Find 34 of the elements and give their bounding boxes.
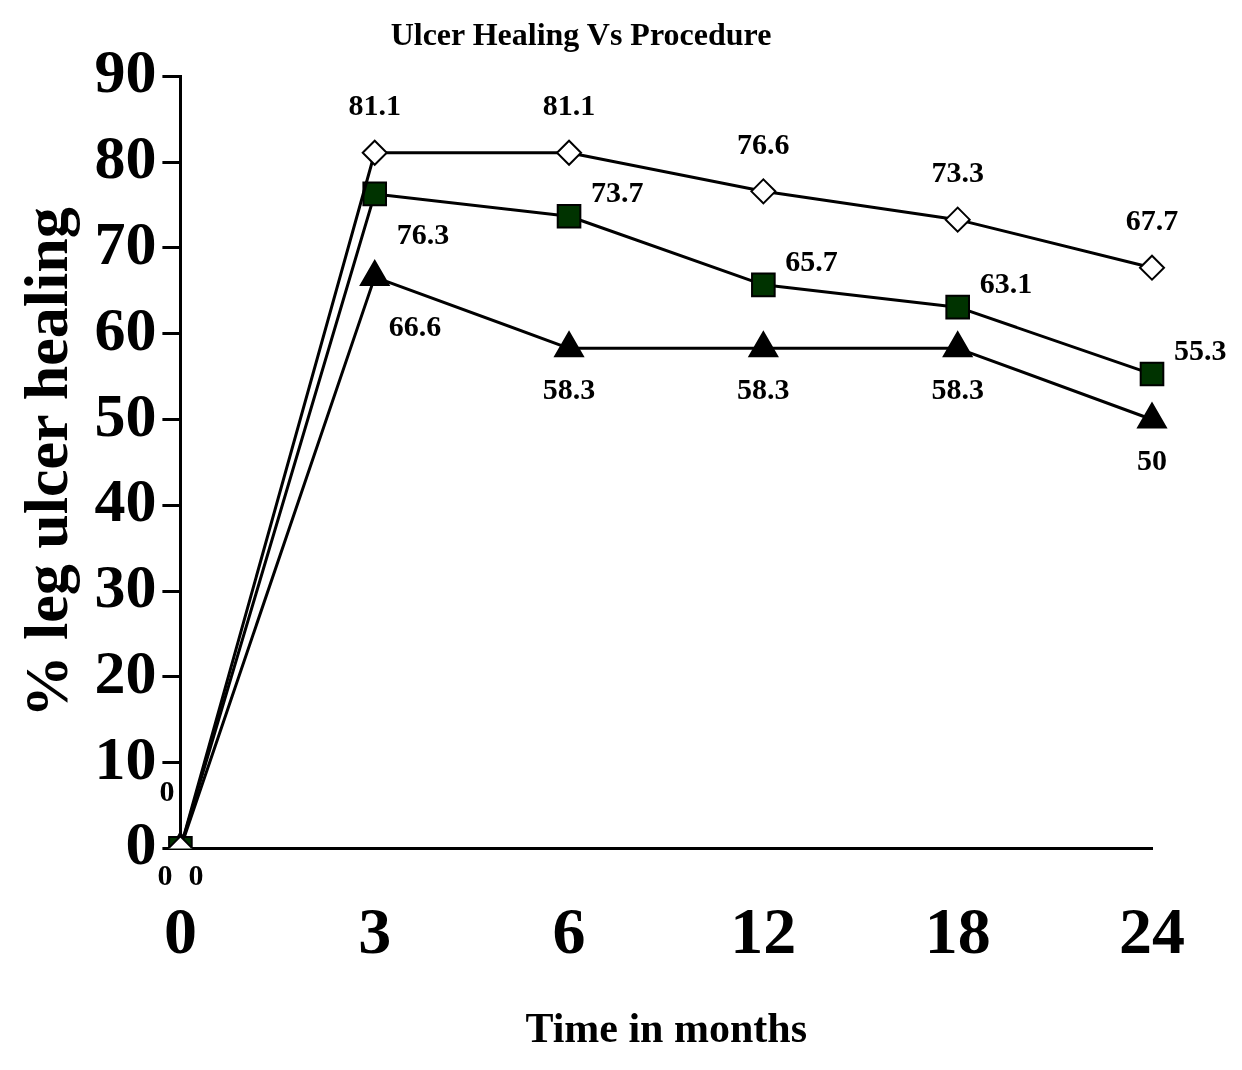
y-axis-title: % leg ulcer healing — [12, 207, 81, 718]
y-tick-label: 80 — [94, 123, 157, 192]
data-label: 58.3 — [542, 372, 596, 406]
data-label: 76.6 — [737, 127, 790, 161]
data-label: 0 — [188, 858, 204, 892]
y-tick-label: 70 — [94, 208, 157, 277]
data-label: 50 — [1137, 443, 1167, 477]
data-label: 81.1 — [542, 88, 596, 122]
x-tick-label: 12 — [730, 894, 797, 968]
y-tick-label: 30 — [94, 552, 157, 621]
x-tick-label: 6 — [552, 894, 586, 968]
y-tick-label: 10 — [94, 723, 157, 792]
data-label: 73.3 — [931, 155, 984, 189]
x-tick-label: 3 — [358, 894, 392, 968]
data-label: 65.7 — [785, 243, 838, 277]
data-label: 58.3 — [931, 372, 984, 406]
y-tick-label: 40 — [94, 466, 157, 535]
y-tick-label: 20 — [94, 637, 157, 706]
chart-title: Ulcer Healing Vs Procedure — [390, 16, 772, 53]
data-label: 63.1 — [979, 265, 1033, 299]
y-tick-label: 0 — [125, 809, 157, 878]
y-tick-label: 90 — [94, 37, 157, 106]
data-label: 66.6 — [388, 308, 442, 342]
x-tick-label: 18 — [924, 894, 991, 968]
y-tick-label: 50 — [94, 380, 157, 449]
data-label: 55.3 — [1174, 332, 1227, 366]
data-label: 67.7 — [1125, 203, 1179, 237]
x-tick-label: 24 — [1119, 894, 1185, 968]
data-label: 81.1 — [348, 88, 401, 122]
data-label: 58.3 — [737, 372, 790, 406]
y-tick-label: 60 — [94, 294, 157, 363]
x-axis-title: Time in months — [525, 1004, 808, 1051]
data-label: 73.7 — [591, 174, 644, 208]
data-label: 76.3 — [396, 216, 450, 250]
